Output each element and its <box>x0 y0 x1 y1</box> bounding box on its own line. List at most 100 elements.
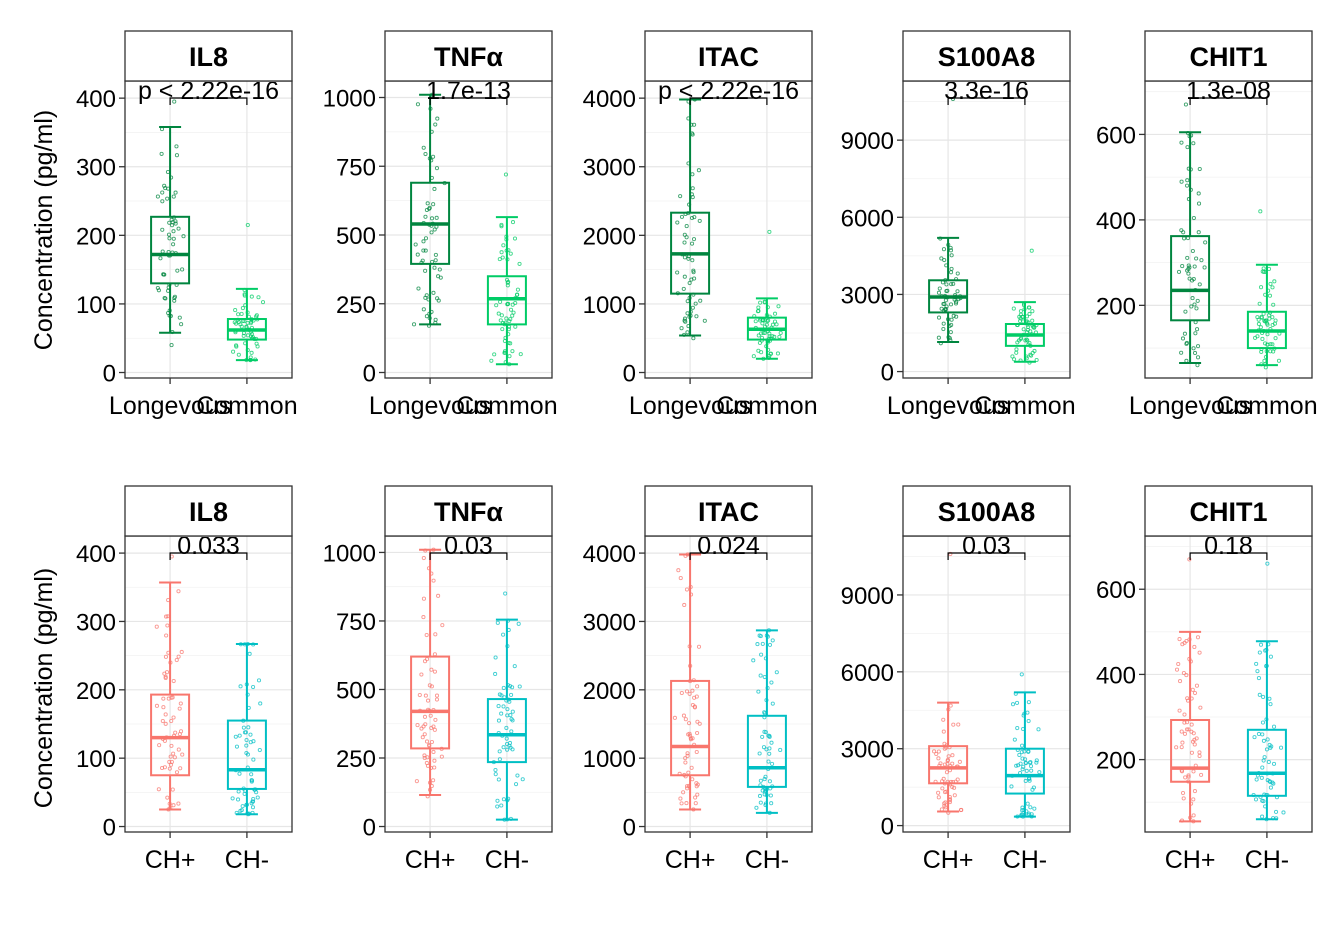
data-point <box>685 784 690 789</box>
data-point <box>241 725 246 730</box>
data-point <box>681 790 686 795</box>
data-point <box>1257 650 1262 655</box>
data-point <box>685 330 690 335</box>
box <box>150 693 191 777</box>
data-point <box>685 753 690 758</box>
data-point <box>176 801 181 806</box>
data-point <box>431 202 436 207</box>
data-point <box>948 248 954 253</box>
data-point <box>696 644 702 649</box>
data-point <box>691 270 696 275</box>
data-point <box>694 314 699 319</box>
data-point <box>432 758 437 763</box>
data-point <box>505 713 510 718</box>
data-point <box>163 654 168 659</box>
data-point <box>1184 727 1190 732</box>
box <box>1170 718 1211 783</box>
y-tick-label: 0 <box>363 815 376 842</box>
data-point <box>678 576 683 581</box>
data-point <box>177 706 182 711</box>
data-point <box>518 352 523 357</box>
data-point <box>769 680 774 685</box>
data-point <box>767 779 772 784</box>
data-point <box>239 311 244 316</box>
p-value-label: 0.033 <box>177 532 240 560</box>
y-tick-label: 500 <box>336 677 376 704</box>
data-point <box>244 750 249 756</box>
data-point <box>1014 763 1019 768</box>
x-tick-label: Longevous <box>109 392 231 420</box>
data-point <box>1194 683 1199 688</box>
data-point <box>160 190 165 195</box>
data-point <box>1174 667 1180 672</box>
data-point <box>690 258 695 263</box>
data-point <box>1259 315 1264 320</box>
data-point <box>240 306 245 311</box>
data-point <box>1182 731 1188 736</box>
data-point <box>162 738 167 743</box>
data-point <box>498 299 503 304</box>
data-point <box>508 745 513 750</box>
data-point <box>165 169 171 175</box>
data-point <box>1021 327 1026 332</box>
data-point <box>686 256 691 261</box>
data-point <box>515 773 520 778</box>
data-point <box>1270 322 1275 328</box>
data-point <box>1184 183 1190 188</box>
data-point <box>950 753 955 758</box>
data-point <box>242 791 247 796</box>
data-point <box>432 186 437 192</box>
data-point <box>511 310 516 315</box>
data-point <box>1190 248 1195 254</box>
data-point <box>504 316 509 321</box>
data-point <box>1018 337 1023 342</box>
x-tick-label: CH- <box>745 846 789 874</box>
y-tick-label: 100 <box>76 746 116 773</box>
data-point <box>1020 808 1025 813</box>
data-point <box>1181 230 1186 235</box>
data-point <box>936 315 942 320</box>
data-point <box>423 214 428 219</box>
data-point <box>1181 670 1186 676</box>
data-point <box>1027 778 1032 783</box>
data-point <box>254 341 259 346</box>
data-point <box>174 658 179 663</box>
facet-title: CHIT1 <box>1189 497 1267 527</box>
significance-bracket <box>689 552 768 560</box>
data-point <box>940 786 945 791</box>
data-point <box>1196 230 1201 235</box>
data-point <box>433 122 438 127</box>
data-point <box>760 321 765 326</box>
data-point <box>1192 789 1197 794</box>
data-point <box>496 777 501 782</box>
x-tick-label: CH+ <box>1165 846 1216 874</box>
data-point <box>684 235 689 240</box>
data-point <box>416 286 421 291</box>
data-point <box>169 743 174 748</box>
data-point <box>232 320 237 325</box>
data-point <box>503 591 508 596</box>
data-point <box>515 287 520 292</box>
data-point <box>685 299 690 304</box>
data-point <box>689 216 695 221</box>
data-point <box>751 658 756 663</box>
data-point <box>424 207 429 213</box>
data-point <box>1030 350 1035 355</box>
data-point <box>672 715 677 720</box>
data-point <box>436 274 441 279</box>
data-point <box>166 232 172 237</box>
data-point <box>1261 758 1266 763</box>
x-tick-label: Common <box>456 392 557 420</box>
data-point <box>767 229 772 234</box>
data-point <box>943 298 948 303</box>
data-point <box>756 689 761 694</box>
data-point <box>1187 557 1192 562</box>
x-tick-label: CH- <box>1003 846 1047 874</box>
data-point <box>1197 753 1202 758</box>
data-point <box>954 314 959 319</box>
x-tick-label: CH+ <box>145 846 196 874</box>
data-point <box>949 266 954 271</box>
data-point <box>689 277 694 282</box>
data-point <box>1263 341 1268 346</box>
y-tick-label: 300 <box>76 155 116 182</box>
